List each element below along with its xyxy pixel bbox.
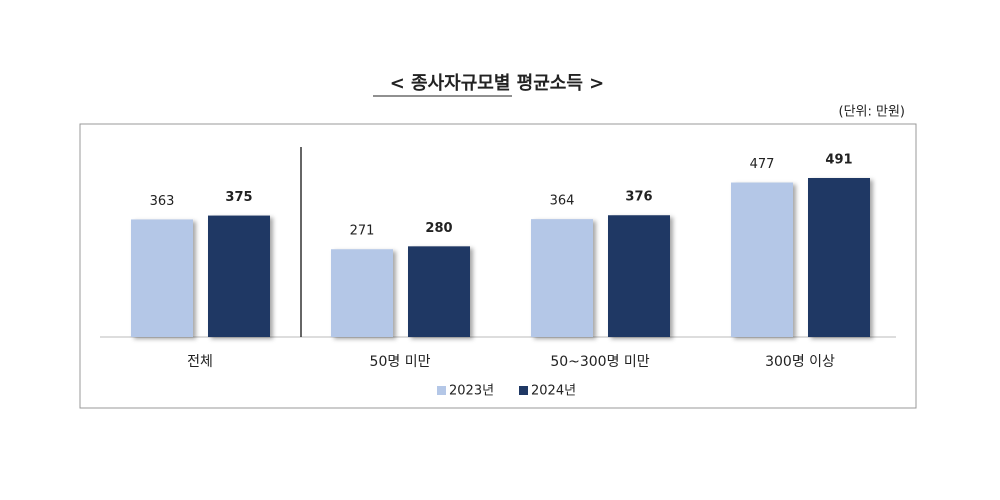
value-label: 364: [550, 194, 575, 209]
bar: [408, 246, 470, 337]
x-tick-label: 50명 미만: [370, 354, 431, 370]
legend-label: 2024년: [531, 384, 576, 399]
legend-swatch: [519, 386, 528, 395]
chart-title: < 종사자규모별 평균소득 >: [390, 73, 605, 94]
bar: [208, 215, 270, 337]
legend-label: 2023년: [449, 384, 494, 399]
unit-label: (단위: 만원): [839, 105, 906, 120]
bar: [531, 219, 593, 337]
value-label: 491: [825, 153, 852, 168]
bar: [731, 182, 793, 337]
value-label: 376: [625, 190, 652, 205]
bar: [608, 215, 670, 337]
value-label: 271: [350, 224, 375, 239]
legend-swatch: [437, 386, 446, 395]
bar: [331, 249, 393, 337]
plot-frame: [79, 123, 917, 409]
value-label: 375: [225, 190, 252, 205]
bar: [131, 219, 193, 337]
value-label: 363: [150, 194, 175, 209]
x-tick-label: 50~300명 미만: [550, 354, 649, 370]
bar: [808, 178, 870, 337]
x-tick-label: 전체: [187, 354, 213, 370]
value-label: 280: [425, 221, 452, 236]
value-label: 477: [750, 157, 775, 172]
x-tick-label: 300명 이상: [765, 354, 835, 370]
